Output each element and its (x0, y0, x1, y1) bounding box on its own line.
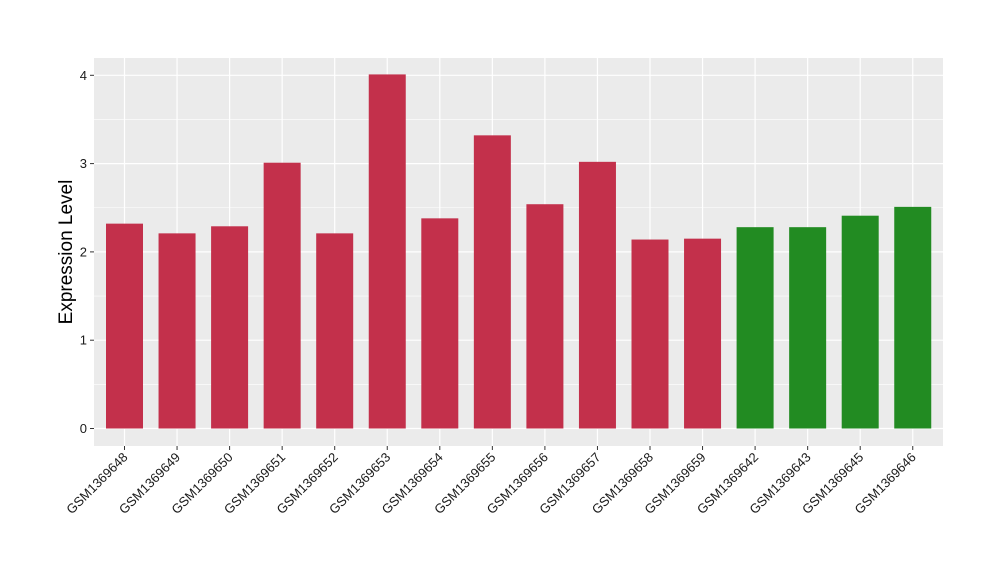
x-axis: GSM1369648GSM1369649GSM1369650GSM1369651… (63, 446, 919, 517)
bar-GSM1369643 (789, 227, 827, 429)
y-axis: 0 1 2 3 4 (80, 68, 94, 436)
bar-GSM1369649 (158, 233, 196, 429)
bar-GSM1369646 (894, 206, 932, 429)
bar-GSM1369658 (631, 239, 669, 429)
bar-GSM1369650 (211, 226, 249, 429)
bar-GSM1369656 (526, 204, 564, 429)
bar-GSM1369657 (578, 161, 616, 429)
bar-GSM1369659 (684, 238, 722, 429)
bar-GSM1369653 (368, 74, 406, 429)
y-tick-label: 2 (80, 244, 87, 259)
y-tick-label: 4 (80, 68, 87, 83)
bar-GSM1369651 (263, 162, 301, 429)
y-tick-label: 0 (80, 421, 87, 436)
bar-GSM1369655 (473, 135, 511, 429)
bar-GSM1369652 (316, 233, 354, 429)
y-tick-label: 1 (80, 333, 87, 348)
bar-GSM1369642 (736, 227, 774, 429)
y-axis-title: Expression Level (56, 180, 77, 325)
bar-GSM1369645 (841, 215, 879, 429)
bar-GSM1369654 (421, 218, 459, 429)
bar-GSM1369648 (106, 223, 143, 429)
bars (106, 74, 932, 429)
y-tick-label: 3 (80, 156, 87, 171)
